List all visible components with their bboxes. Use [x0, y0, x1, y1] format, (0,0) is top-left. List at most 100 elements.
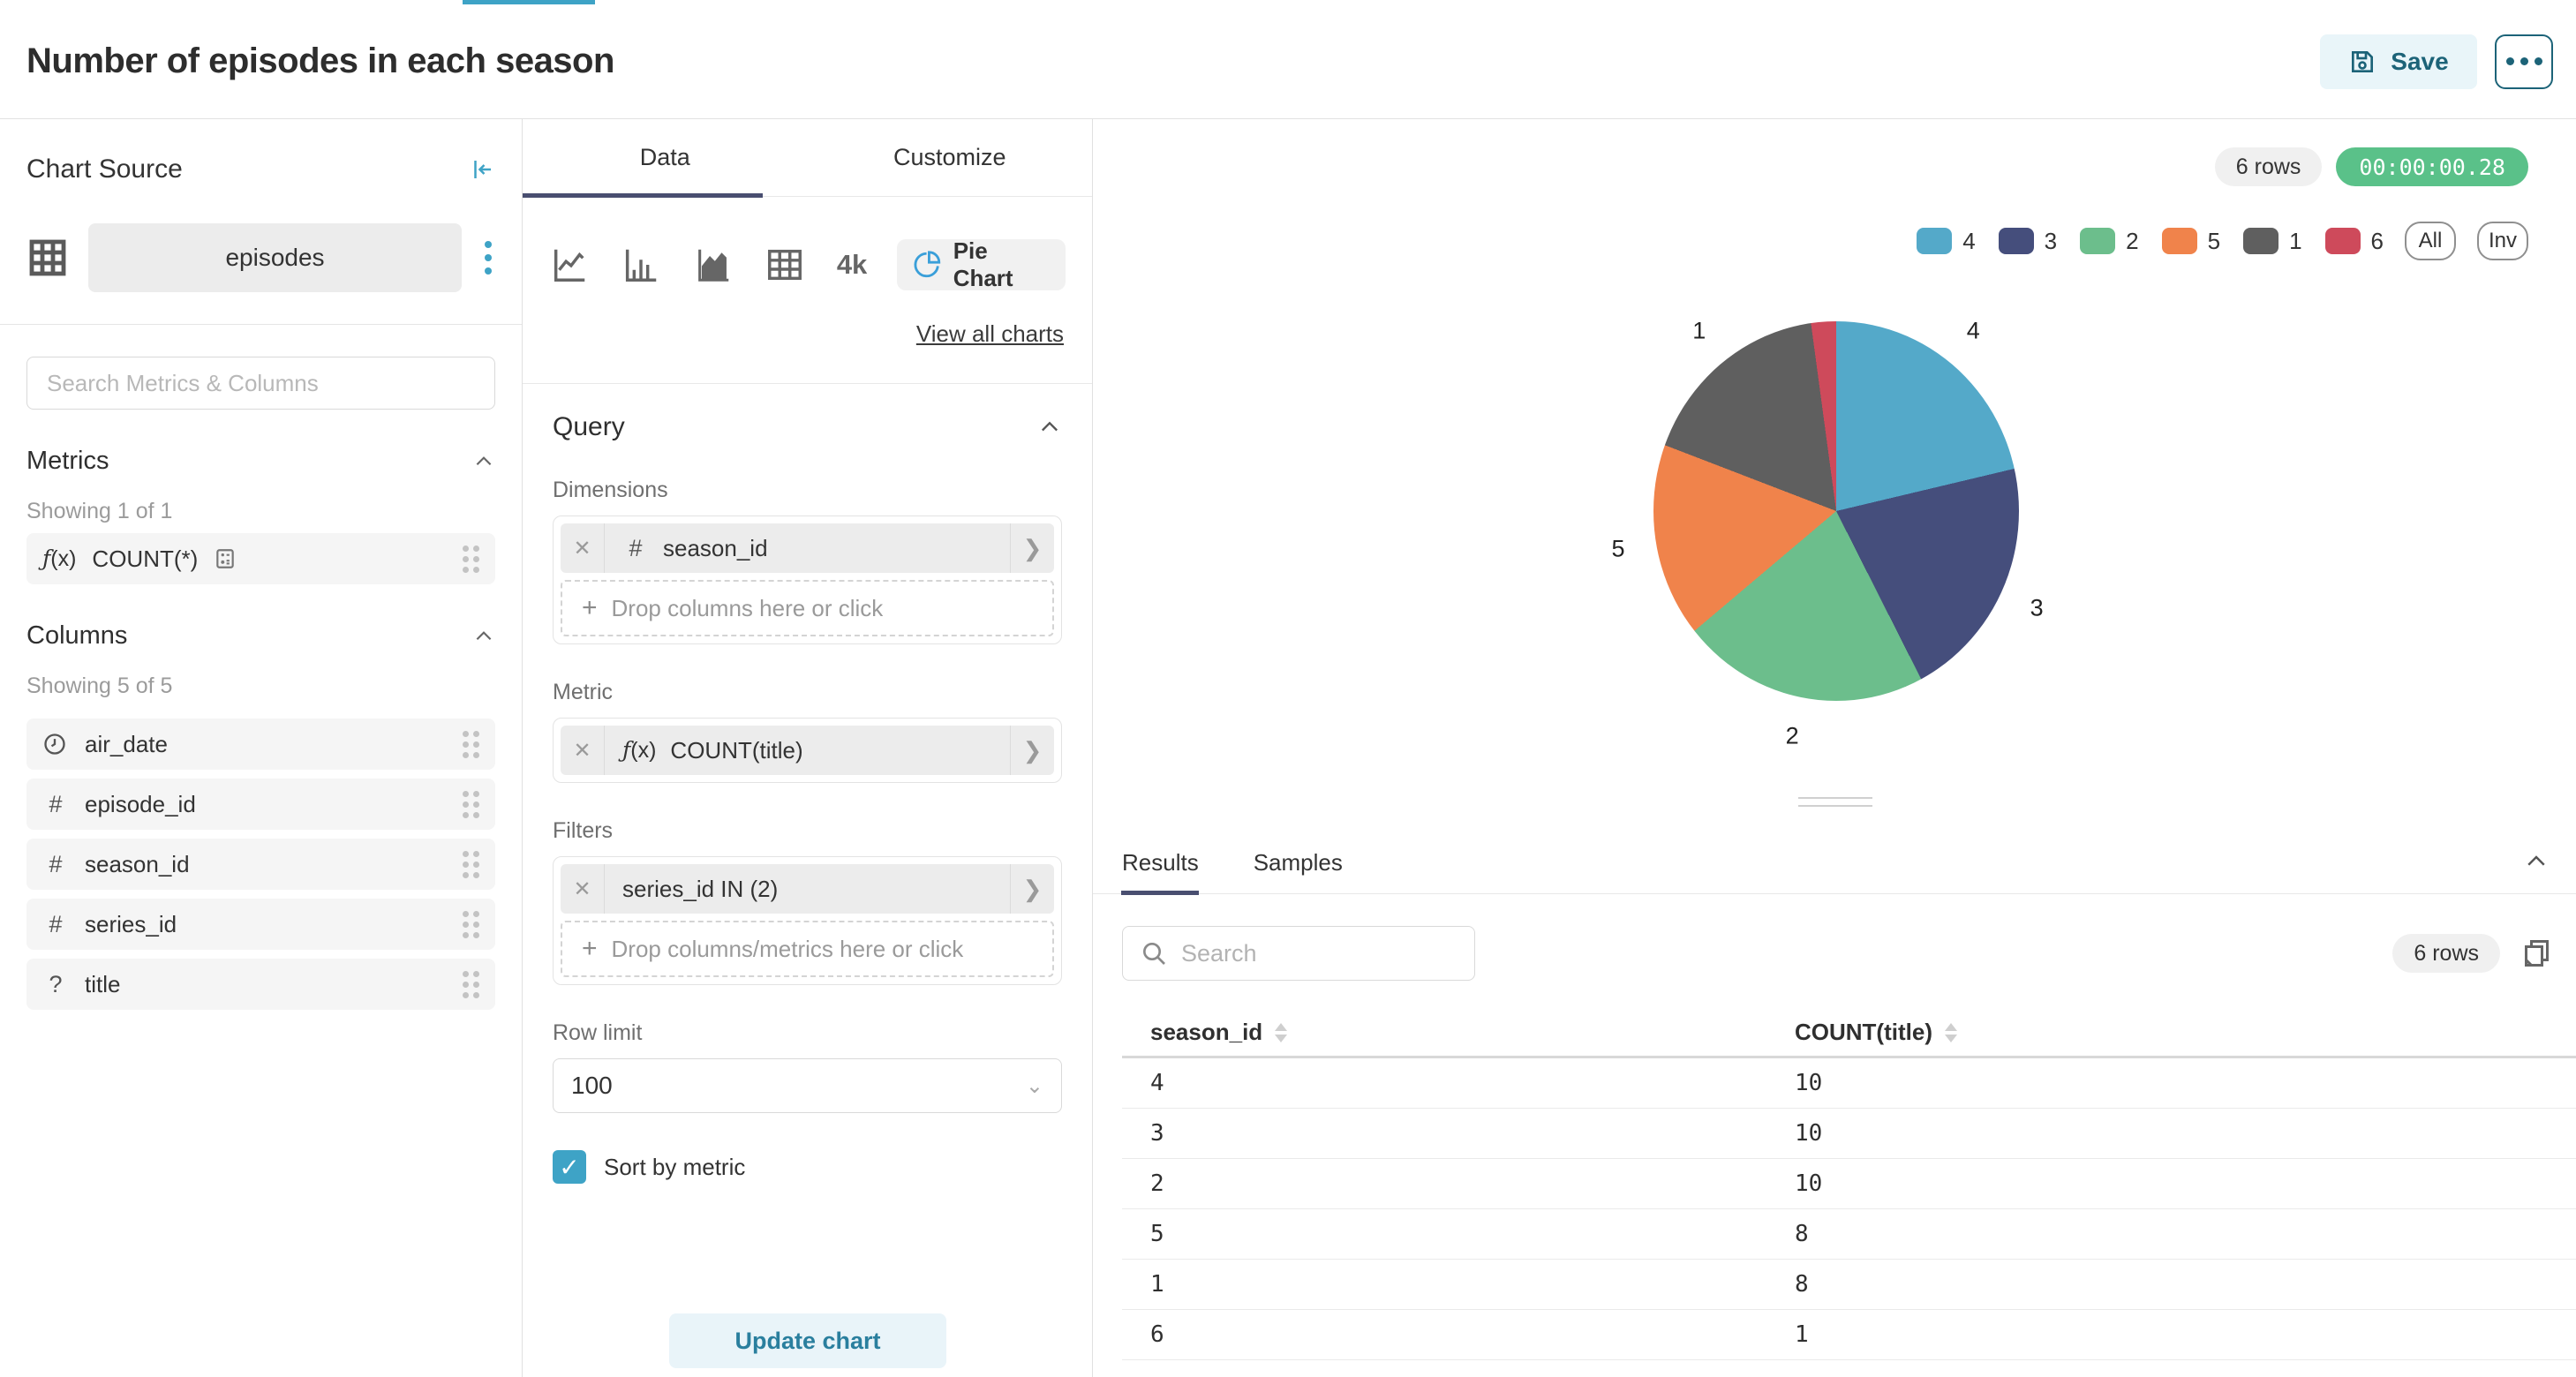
- drag-handle[interactable]: [463, 910, 479, 938]
- tab-results[interactable]: Results: [1122, 849, 1199, 876]
- table-row[interactable]: 3 10: [1122, 1109, 2576, 1159]
- cell-season-id: 1: [1150, 1271, 1164, 1298]
- active-nav-tab-indicator: [463, 0, 595, 4]
- legend-inv-button[interactable]: Inv: [2477, 222, 2528, 260]
- columns-collapse-icon[interactable]: [472, 625, 495, 648]
- legend-all-button[interactable]: All: [2405, 222, 2456, 260]
- table-row[interactable]: 4 10: [1122, 1058, 2576, 1109]
- row-limit-select[interactable]: 100 ⌄: [553, 1058, 1062, 1113]
- column-header-season-id[interactable]: season_id: [1150, 1019, 1263, 1045]
- query-collapse-icon[interactable]: [1037, 415, 1062, 440]
- metrics-collapse-icon[interactable]: [472, 450, 495, 473]
- results-table: season_id COUNT(title) 4 10 3 10 2 10 5 8 1 8 6 1: [1122, 1009, 2576, 1360]
- legend-item-3[interactable]: 3: [1998, 228, 2057, 255]
- column-name: season_id: [85, 850, 190, 877]
- filter-chip-series-id[interactable]: ✕ series_id IN (2) ❯: [561, 864, 1054, 914]
- legend-item-6[interactable]: 6: [2324, 228, 2384, 255]
- tab-data[interactable]: Data: [639, 144, 690, 170]
- save-button[interactable]: Save: [2320, 34, 2477, 89]
- pie-slice-label-5: 5: [1611, 535, 1625, 562]
- collapse-panel-icon[interactable]: [469, 156, 495, 183]
- cell-season-id: 6: [1150, 1321, 1164, 1348]
- chevron-down-icon: ⌄: [1025, 1073, 1043, 1098]
- chip-expand-icon[interactable]: ❯: [1010, 523, 1054, 573]
- remove-dimension-icon[interactable]: ✕: [561, 523, 605, 573]
- panel-resize-handle[interactable]: [1798, 797, 1872, 813]
- cell-count-title: 10: [1795, 1070, 1823, 1096]
- dataset-options-kebab[interactable]: [481, 237, 495, 278]
- drag-handle[interactable]: [463, 790, 479, 818]
- drag-handle[interactable]: [463, 970, 479, 998]
- metrics-showing-count: Showing 1 of 1: [26, 499, 173, 523]
- legend-item-2[interactable]: 2: [2080, 228, 2139, 255]
- column-header-count-title[interactable]: COUNT(title): [1795, 1019, 1932, 1045]
- column-item-title[interactable]: ? title: [26, 959, 495, 1010]
- update-chart-button[interactable]: Update chart: [669, 1313, 946, 1368]
- page-header: Number of episodes in each season Save: [0, 4, 2576, 119]
- column-item-air_date[interactable]: air_date: [26, 719, 495, 770]
- tab-customize[interactable]: Customize: [893, 144, 1006, 170]
- metrics-columns-search-input[interactable]: [26, 357, 495, 410]
- columns-showing-count: Showing 5 of 5: [26, 673, 173, 698]
- hash-icon: #: [49, 790, 63, 817]
- dataset-table-icon: [26, 237, 69, 279]
- dimensions-dropzone[interactable]: + Drop columns here or click: [561, 580, 1054, 636]
- remove-filter-icon[interactable]: ✕: [561, 864, 605, 914]
- column-name: series_id: [85, 910, 177, 937]
- selected-viz-pie-chart[interactable]: Pie Chart: [896, 237, 1066, 291]
- active-tab-underline: [523, 193, 763, 198]
- dimension-chip-season-id[interactable]: ✕ # season_id ❯: [561, 523, 1054, 573]
- cell-season-id: 5: [1150, 1221, 1164, 1247]
- legend-item-5[interactable]: 5: [2161, 228, 2220, 255]
- remove-metric-icon[interactable]: ✕: [561, 726, 605, 775]
- metric-item-count-star[interactable]: ƒ(x) COUNT(*): [26, 533, 495, 584]
- chart-source-title: Chart Source: [26, 154, 183, 184]
- filters-label: Filters: [553, 818, 614, 843]
- legend-item-4[interactable]: 4: [1917, 228, 1976, 255]
- chart-control-panel: Data Customize 4k: [523, 119, 1093, 1377]
- big-number-chart-icon[interactable]: 4k: [836, 249, 868, 280]
- view-all-charts-link[interactable]: View all charts: [915, 320, 1064, 347]
- chip-expand-icon[interactable]: ❯: [1010, 726, 1054, 775]
- query-section-title: Query: [553, 412, 625, 441]
- drag-handle[interactable]: [463, 850, 479, 878]
- pie-slice-label-1: 1: [1692, 317, 1706, 344]
- bar-chart-icon[interactable]: [621, 245, 692, 285]
- columns-list: air_date # episode_id # season_id # series_id?…: [26, 719, 495, 1010]
- line-chart-icon[interactable]: [549, 245, 621, 285]
- divider: [0, 324, 522, 325]
- metric-control: ✕ ƒ(x) COUNT(title) ❯: [553, 718, 1062, 783]
- pie-chart[interactable]: [1653, 321, 2019, 701]
- copy-results-icon[interactable]: [2520, 937, 2551, 969]
- control-tabbar: Data Customize: [523, 119, 1092, 198]
- drag-handle[interactable]: [463, 545, 479, 573]
- column-item-episode_id[interactable]: # episode_id: [26, 779, 495, 830]
- cell-season-id: 2: [1150, 1170, 1164, 1197]
- legend-item-1[interactable]: 1: [2243, 228, 2302, 255]
- table-chart-icon[interactable]: [765, 245, 836, 285]
- dataset-name[interactable]: episodes: [88, 223, 462, 292]
- calculator-icon: [214, 547, 237, 570]
- filters-dropzone[interactable]: + Drop columns/metrics here or click: [561, 921, 1054, 977]
- sort-icon[interactable]: [1944, 1022, 1957, 1042]
- drag-handle[interactable]: [463, 730, 479, 758]
- column-name: episode_id: [85, 790, 196, 817]
- column-item-season_id[interactable]: # season_id: [26, 839, 495, 890]
- tab-samples[interactable]: Samples: [1253, 849, 1343, 876]
- metric-chip-count-title[interactable]: ✕ ƒ(x) COUNT(title) ❯: [561, 726, 1054, 775]
- sort-by-metric-checkbox[interactable]: ✓: [553, 1150, 586, 1184]
- table-row[interactable]: 2 10: [1122, 1159, 2576, 1209]
- cell-count-title: 1: [1795, 1321, 1809, 1348]
- column-item-series_id[interactable]: # series_id: [26, 899, 495, 950]
- pie-chart-icon: [913, 250, 943, 280]
- area-chart-icon[interactable]: [693, 245, 765, 285]
- chip-expand-icon[interactable]: ❯: [1010, 864, 1054, 914]
- pie-slice-label-3: 3: [2030, 594, 2044, 621]
- results-search-input[interactable]: [1122, 926, 1475, 981]
- more-actions-button[interactable]: [2495, 34, 2553, 89]
- results-collapse-icon[interactable]: [2523, 848, 2550, 875]
- sort-icon[interactable]: [1275, 1022, 1288, 1042]
